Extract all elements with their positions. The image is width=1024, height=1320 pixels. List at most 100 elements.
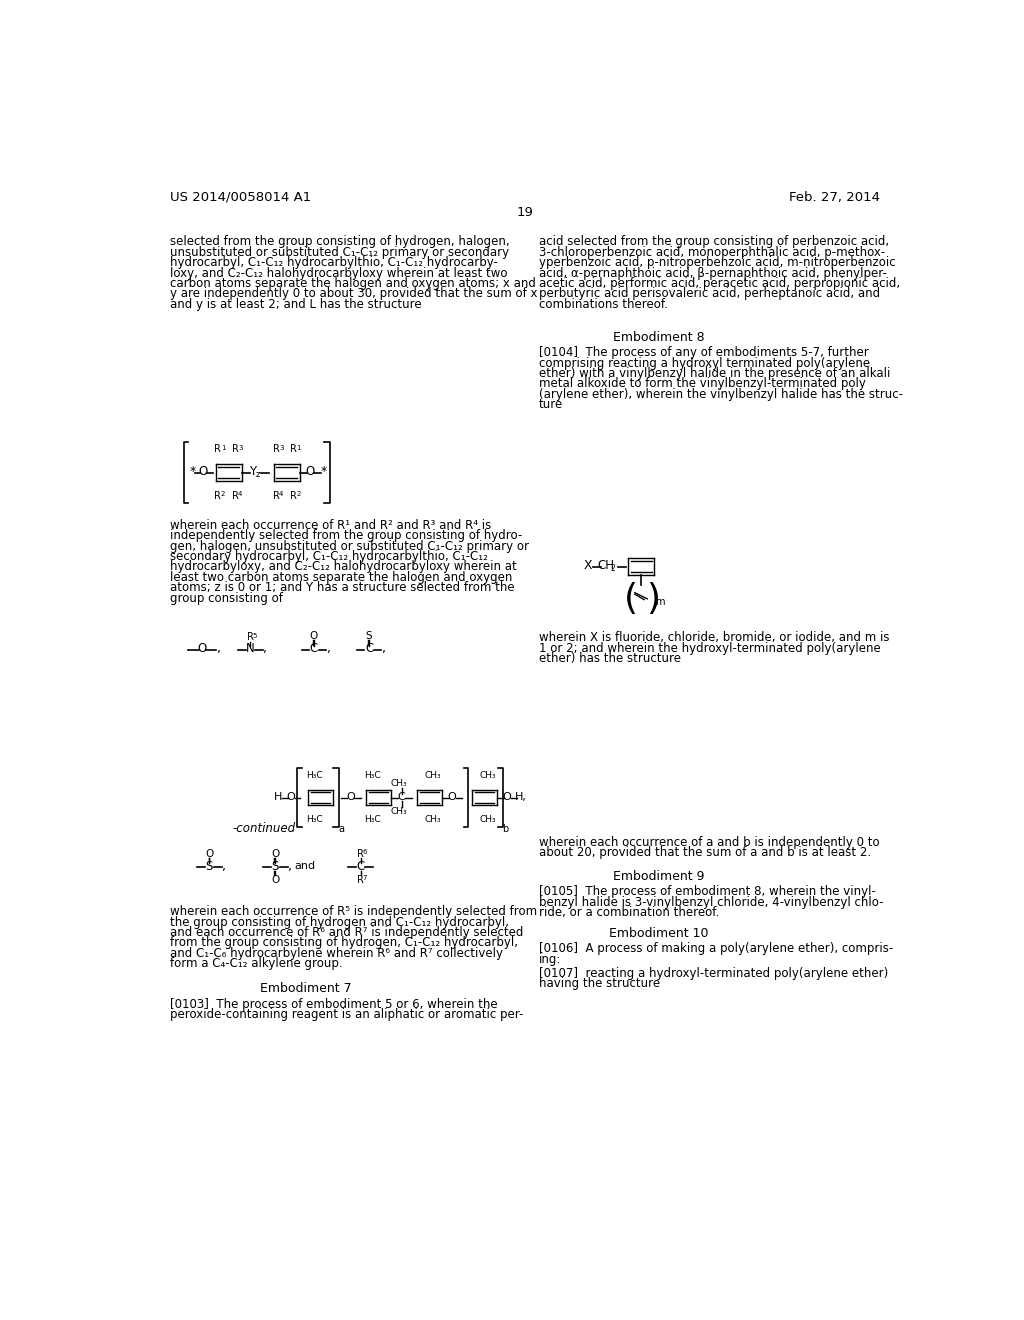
Text: CH₃: CH₃ — [424, 771, 441, 780]
Text: hydrocarbyloxy, and C₂-C₁₂ halohydrocarbyloxy wherein at: hydrocarbyloxy, and C₂-C₁₂ halohydrocarb… — [170, 561, 516, 573]
Text: 2: 2 — [296, 491, 301, 498]
Text: R: R — [214, 445, 221, 454]
Text: loxy, and C₂-C₁₂ halohydrocarbyloxy wherein at least two: loxy, and C₂-C₁₂ halohydrocarbyloxy wher… — [170, 267, 507, 280]
Text: comprising reacting a hydroxyl terminated poly(arylene: comprising reacting a hydroxyl terminate… — [539, 356, 869, 370]
Text: [0105]  The process of embodiment 8, wherein the vinyl-: [0105] The process of embodiment 8, wher… — [539, 886, 876, 899]
Text: perbutyric acid perisovaleric acid, perheptanoic acid, and: perbutyric acid perisovaleric acid, perh… — [539, 288, 880, 301]
Text: H₃C: H₃C — [306, 814, 323, 824]
Text: ture: ture — [539, 399, 563, 412]
Text: 1 or 2; and wherein the hydroxyl-terminated poly(arylene: 1 or 2; and wherein the hydroxyl-termina… — [539, 642, 881, 655]
Text: [0107]  reacting a hydroxyl-terminated poly(arylene ether): [0107] reacting a hydroxyl-terminated po… — [539, 966, 888, 979]
Text: ,: , — [288, 859, 292, 873]
Text: wherein each occurrence of a and b is independently 0 to: wherein each occurrence of a and b is in… — [539, 836, 880, 849]
Text: CH₃: CH₃ — [479, 814, 496, 824]
Text: CH₃: CH₃ — [390, 807, 407, 816]
Text: acetic acid, performic acid, peracetic acid, perpropionic acid,: acetic acid, performic acid, peracetic a… — [539, 277, 900, 290]
Text: acid selected from the group consisting of perbenzoic acid,: acid selected from the group consisting … — [539, 235, 889, 248]
Text: 2: 2 — [610, 565, 615, 573]
Text: ,: , — [263, 643, 267, 656]
Text: O: O — [271, 849, 280, 859]
Text: R: R — [231, 491, 239, 500]
Text: y are independently 0 to about 30, provided that the sum of x: y are independently 0 to about 30, provi… — [170, 288, 538, 301]
Text: ,: , — [382, 643, 386, 656]
Text: about 20, provided that the sum of a and b is at least 2.: about 20, provided that the sum of a and… — [539, 846, 870, 859]
Text: Embodiment 7: Embodiment 7 — [260, 982, 351, 995]
Text: unsubstituted or substituted C₁-C₁₂ primary or secondary: unsubstituted or substituted C₁-C₁₂ prim… — [170, 246, 509, 259]
Text: H₃C: H₃C — [364, 814, 381, 824]
Text: R: R — [290, 445, 297, 454]
Text: O: O — [198, 643, 207, 656]
Text: R: R — [290, 491, 297, 500]
Text: Y: Y — [249, 465, 256, 478]
Text: (: ( — [624, 582, 638, 616]
Text: O: O — [287, 792, 295, 801]
Text: from the group consisting of hydrogen, C₁-C₁₂ hydrocarbyl,: from the group consisting of hydrogen, C… — [170, 936, 518, 949]
Text: O: O — [271, 875, 280, 884]
Text: and: and — [294, 861, 315, 871]
Text: [0106]  A process of making a poly(arylene ether), compris-: [0106] A process of making a poly(arylen… — [539, 942, 893, 956]
Text: CH₃: CH₃ — [390, 779, 407, 788]
Text: H: H — [273, 792, 282, 801]
Text: form a C₄-C₁₂ alkylene group.: form a C₄-C₁₂ alkylene group. — [170, 957, 342, 970]
Text: S: S — [206, 859, 213, 873]
Text: ing:: ing: — [539, 953, 561, 966]
Text: group consisting of: group consisting of — [170, 591, 283, 605]
Text: and C₁-C₆ hydrocarbylene wherein R⁶ and R⁷ collectively: and C₁-C₆ hydrocarbylene wherein R⁶ and … — [170, 946, 503, 960]
Text: Embodiment 9: Embodiment 9 — [613, 870, 705, 883]
Text: 3-chloroperbenzoic acid, monoperphthalic acid, p-methox-: 3-chloroperbenzoic acid, monoperphthalic… — [539, 246, 885, 259]
Text: wherein each occurrence of R⁵ is independently selected from: wherein each occurrence of R⁵ is indepen… — [170, 906, 537, 919]
Text: 2: 2 — [221, 491, 225, 498]
Text: C: C — [310, 643, 318, 656]
Text: ether) has the structure: ether) has the structure — [539, 652, 681, 665]
Text: benzyl halide is 3-vinylbenzyl chloride, 4-vinylbenzyl chlo-: benzyl halide is 3-vinylbenzyl chloride,… — [539, 896, 884, 908]
Text: R: R — [272, 445, 280, 454]
Text: and each occurrence of R⁶ and R⁷ is independently selected: and each occurrence of R⁶ and R⁷ is inde… — [170, 927, 523, 939]
Text: and y is at least 2; and L has the structure: and y is at least 2; and L has the struc… — [170, 298, 422, 310]
Text: O: O — [205, 849, 213, 859]
Text: R: R — [247, 632, 254, 643]
Text: least two carbon atoms separate the halogen and oxygen: least two carbon atoms separate the halo… — [170, 570, 512, 583]
Text: 6: 6 — [362, 849, 368, 855]
Text: a: a — [338, 824, 344, 834]
Text: R: R — [357, 875, 364, 884]
Text: independently selected from the group consisting of hydro-: independently selected from the group co… — [170, 529, 522, 543]
Text: the group consisting of hydrogen and C₁-C₁₂ hydrocarbyl,: the group consisting of hydrogen and C₁-… — [170, 916, 509, 929]
Text: Feb. 27, 2014: Feb. 27, 2014 — [788, 191, 880, 203]
Text: US 2014/0058014 A1: US 2014/0058014 A1 — [170, 191, 311, 203]
Text: ride, or a combination thereof.: ride, or a combination thereof. — [539, 906, 719, 919]
Text: z: z — [255, 470, 260, 479]
Text: having the structure: having the structure — [539, 977, 659, 990]
Text: 1: 1 — [296, 445, 301, 451]
Text: R: R — [357, 849, 364, 859]
Text: CH: CH — [598, 560, 614, 573]
Text: selected from the group consisting of hydrogen, halogen,: selected from the group consisting of hy… — [170, 235, 510, 248]
Text: combinations thereof.: combinations thereof. — [539, 298, 668, 310]
Text: m: m — [655, 597, 665, 607]
Text: b: b — [503, 824, 509, 834]
Text: O: O — [199, 465, 208, 478]
Text: secondary hydrocarbyl, C₁-C₁₂ hydrocarbylthio, C₁-C₁₂: secondary hydrocarbyl, C₁-C₁₂ hydrocarby… — [170, 550, 487, 562]
Text: 3: 3 — [238, 445, 243, 451]
Text: *: * — [321, 465, 327, 478]
Text: gen, halogen, unsubstituted or substituted C₁-C₁₂ primary or: gen, halogen, unsubstituted or substitut… — [170, 540, 528, 553]
Text: ,: , — [222, 859, 226, 873]
Text: H,: H, — [515, 792, 527, 801]
Text: ,: , — [217, 643, 221, 656]
Text: *: * — [190, 465, 197, 478]
Text: O: O — [503, 792, 511, 801]
Text: C: C — [365, 643, 373, 656]
Text: acid, α-pernaphthoic acid, β-pernaphthoic acid, phenylper-: acid, α-pernaphthoic acid, β-pernaphthoi… — [539, 267, 887, 280]
Text: O: O — [447, 792, 457, 801]
Text: 1: 1 — [221, 445, 225, 451]
Text: wherein X is fluoride, chloride, bromide, or iodide, and m is: wherein X is fluoride, chloride, bromide… — [539, 631, 889, 644]
Text: -continued: -continued — [232, 822, 295, 836]
Text: wherein each occurrence of R¹ and R² and R³ and R⁴ is: wherein each occurrence of R¹ and R² and… — [170, 519, 492, 532]
Text: peroxide-containing reagent is an aliphatic or aromatic per-: peroxide-containing reagent is an alipha… — [170, 1008, 523, 1022]
Text: CH₃: CH₃ — [424, 814, 441, 824]
Text: H₃C: H₃C — [306, 771, 323, 780]
Text: O: O — [305, 465, 314, 478]
Text: ): ) — [646, 582, 660, 616]
Text: (arylene ether), wherein the vinylbenzyl halide has the struc-: (arylene ether), wherein the vinylbenzyl… — [539, 388, 903, 401]
Text: CH₃: CH₃ — [479, 771, 496, 780]
Text: [0104]  The process of any of embodiments 5-7, further: [0104] The process of any of embodiments… — [539, 346, 868, 359]
